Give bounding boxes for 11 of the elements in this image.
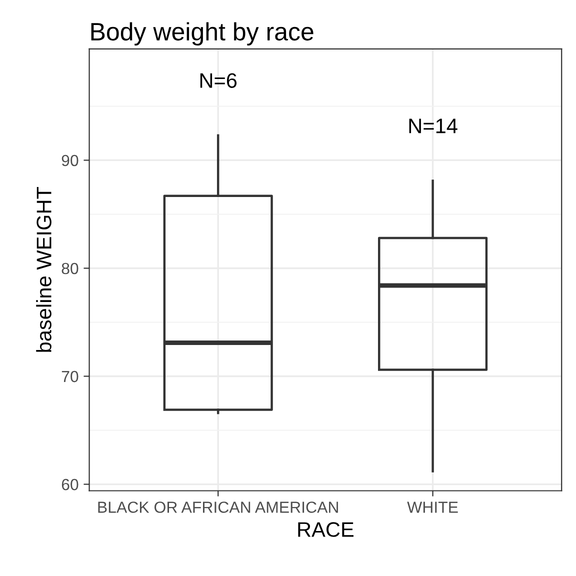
y-tick-label: 70 — [62, 370, 78, 382]
x-axis-title: RACE — [298, 522, 354, 537]
y-axis-title: baseline WEIGHT — [36, 186, 52, 352]
y-tick-label: 80 — [62, 262, 78, 274]
y-tick-label: 60 — [62, 478, 78, 490]
annotation: N=6 — [200, 73, 237, 88]
chart-title: Body weight by race — [91, 22, 314, 46]
annotation: N=14 — [409, 118, 458, 134]
x-tick-label: WHITE — [407, 502, 458, 513]
x-tick-label: BLACK OR AFRICAN AMERICAN — [98, 502, 338, 513]
y-tick-label: 90 — [62, 154, 78, 166]
